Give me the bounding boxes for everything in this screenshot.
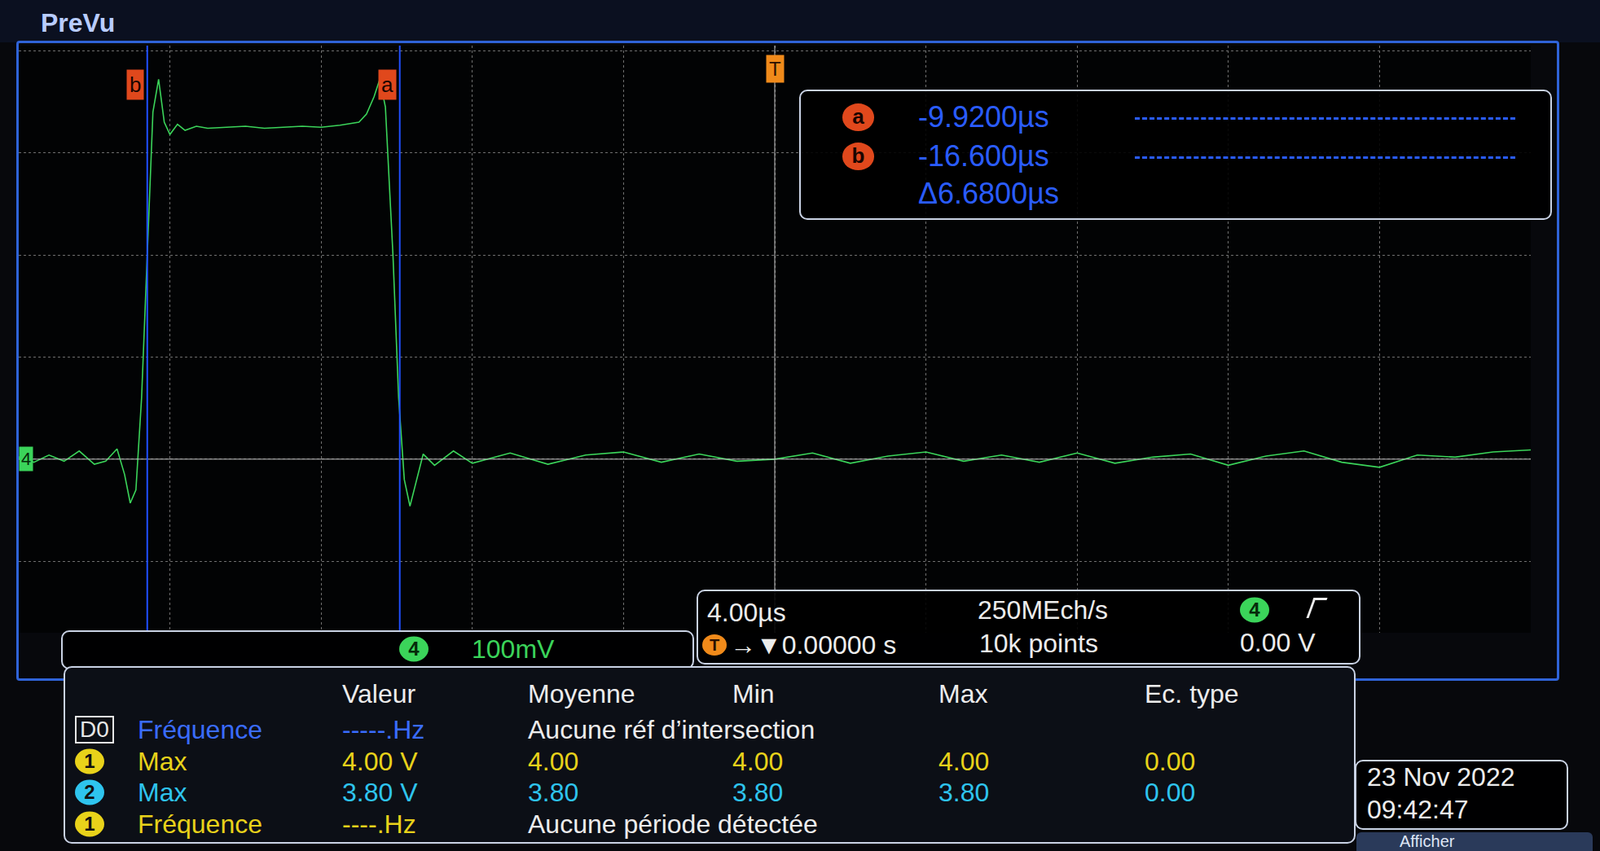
html-text:4.00 V: 4.00 V — [342, 746, 418, 776]
html-text:T →▼0.00000 s: T →▼0.00000 s — [709, 630, 897, 660]
html-text:Aucune réf d’intersection: Aucune réf d’intersection — [527, 714, 815, 745]
html-text:-----.Hz: -----.Hz — [342, 714, 425, 745]
html-text:1: 1 — [84, 750, 96, 773]
html-text:4.00: 4.00 — [938, 746, 990, 776]
svg-text:a: a — [381, 72, 394, 97]
html-text:1: 1 — [84, 813, 96, 836]
html-text:2: 2 — [84, 781, 96, 804]
svg-text:4: 4 — [21, 448, 31, 470]
html-text:Max: Max — [938, 679, 988, 709]
html-text:D0: D0 — [79, 716, 110, 743]
html-text:Max: Max — [137, 746, 187, 776]
html-text:Fréquence: Fréquence — [137, 809, 263, 839]
html-text:250MEch/s: 250MEch/s — [977, 595, 1109, 625]
html-text:4.00: 4.00 — [527, 746, 579, 776]
svg-text:T: T — [769, 57, 782, 80]
html-text:4: 4 — [408, 638, 420, 661]
html-text:Moyenne: Moyenne — [527, 679, 636, 709]
html-text:Ec. type: Ec. type — [1144, 679, 1239, 709]
html-text:4: 4 — [1249, 599, 1261, 622]
html-text:0.00 V: 0.00 V — [1239, 627, 1316, 658]
html-text:b: b — [851, 143, 865, 168]
html-text:PreVu: PreVu — [40, 7, 116, 38]
html-text:----.Hz: ----.Hz — [342, 809, 416, 839]
html-text:a: a — [852, 104, 865, 129]
html-text:Min: Min — [732, 679, 775, 709]
html-text:09:42:47: 09:42:47 — [1367, 794, 1469, 825]
html-text:100mV: 100mV — [471, 634, 555, 664]
html-text:Afficher: Afficher — [1399, 832, 1455, 851]
html-text:-9.9200µs: -9.9200µs — [918, 100, 1050, 134]
html-text:Valeur: Valeur — [342, 679, 416, 709]
html-text:3.80: 3.80 — [732, 777, 784, 807]
html-text:3.80: 3.80 — [938, 777, 990, 807]
html-text:4.00: 4.00 — [732, 746, 784, 776]
html-text:-16.600µs: -16.600µs — [918, 139, 1050, 173]
html-text:23 Nov 2022: 23 Nov 2022 — [1367, 762, 1515, 792]
html-text:3.80: 3.80 — [527, 777, 579, 807]
html-text:Aucune période détectée: Aucune période détectée — [527, 809, 818, 839]
html-text:Fréquence: Fréquence — [137, 714, 263, 745]
svg-text:b: b — [129, 72, 141, 97]
html-text:3.80 V: 3.80 V — [342, 777, 418, 807]
html-text:Max: Max — [137, 777, 187, 807]
html-text:Δ6.6800µs: Δ6.6800µs — [918, 176, 1059, 211]
html-text:4.00µs: 4.00µs — [707, 597, 786, 627]
html-text:0.00: 0.00 — [1144, 746, 1196, 776]
html-text:10k points: 10k points — [979, 628, 1099, 658]
html-text:0.00: 0.00 — [1144, 777, 1196, 807]
